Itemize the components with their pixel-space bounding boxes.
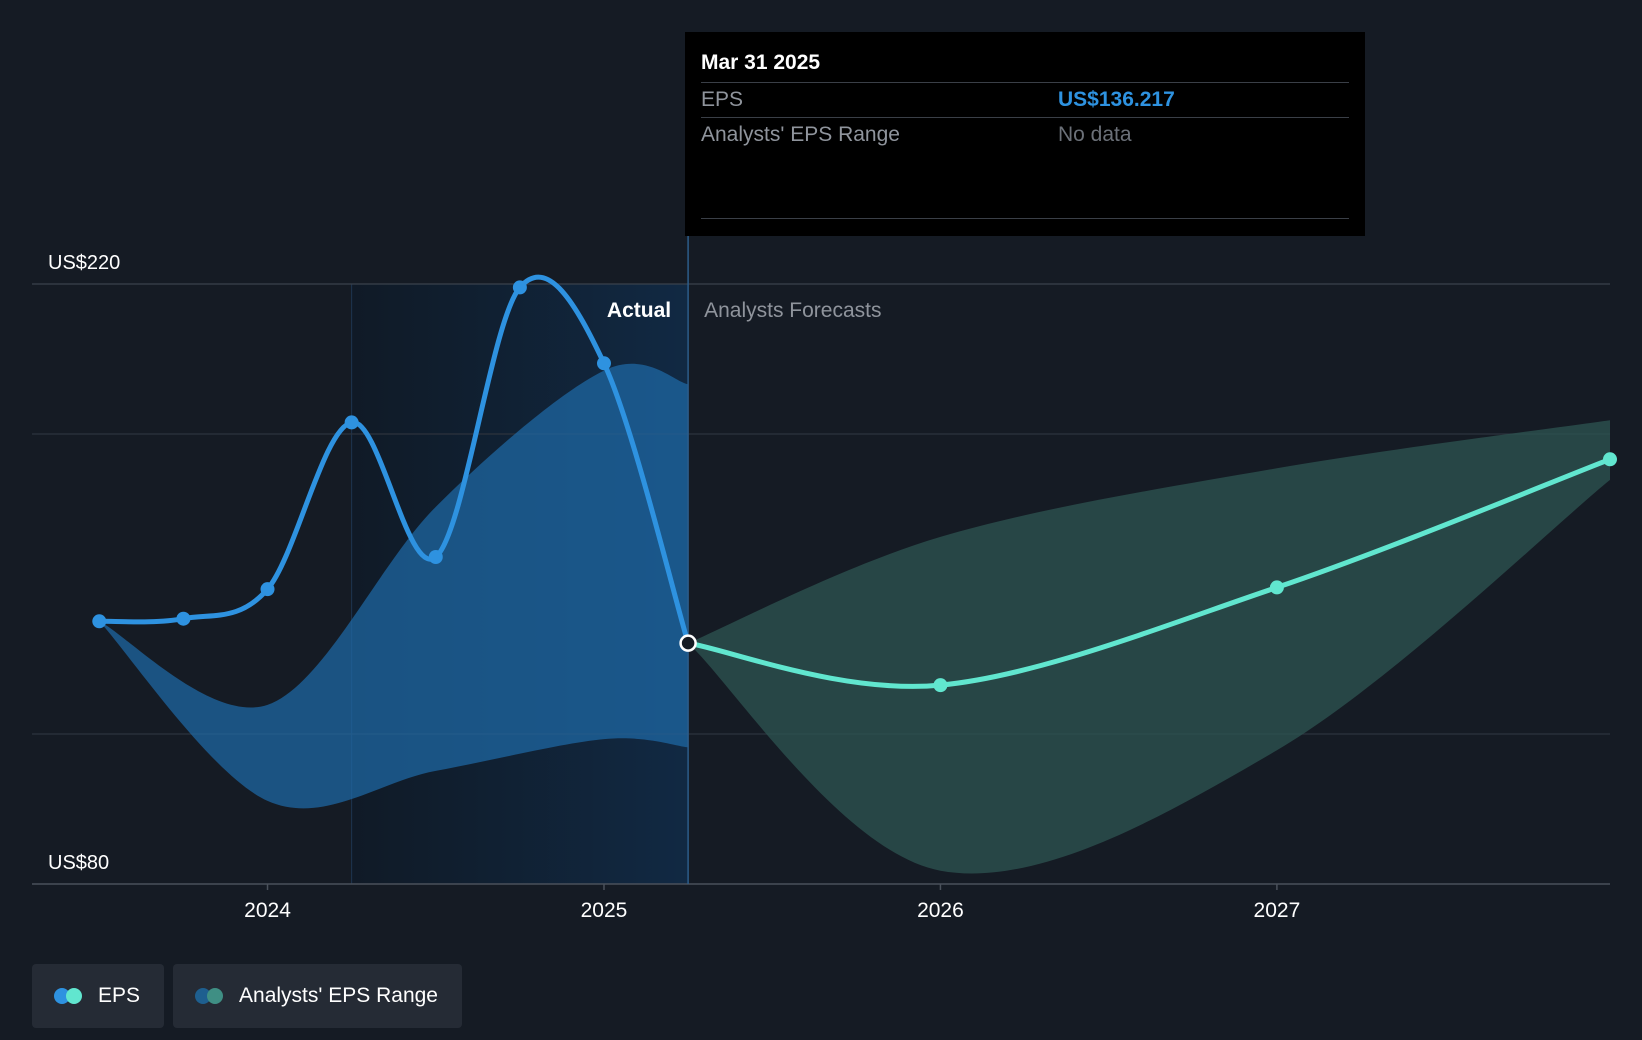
eps-range-bands (99, 363, 1610, 874)
eps-forecast-line (685, 456, 1613, 689)
eps-point (428, 550, 443, 564)
tooltip-date: Mar 31 2025 (701, 51, 821, 74)
y-axis-label-top: US$220 (48, 252, 120, 274)
tooltip-divider (701, 218, 1349, 219)
tooltip-row-range: Analysts' EPS Range No data (701, 117, 1349, 152)
eps-legend-icon (54, 988, 84, 1004)
legend-label-eps-range: Analysts' EPS Range (239, 984, 438, 1007)
eps-range-band-forecast (688, 420, 1610, 874)
x-tick-label: 2024 (244, 899, 291, 922)
x-tick-label: 2025 (581, 899, 628, 922)
eps-point (1603, 452, 1617, 467)
actual-region-label: Actual (607, 299, 671, 322)
eps-range-legend-icon (195, 988, 225, 1004)
eps-point (933, 678, 948, 693)
legend-item-eps-range[interactable]: Analysts' EPS Range (173, 964, 462, 1028)
x-tick-label: 2026 (917, 899, 964, 922)
eps-point (512, 280, 527, 295)
chart-legend: EPS Analysts' EPS Range (32, 964, 462, 1028)
eps-point (596, 356, 611, 371)
eps-point (260, 582, 275, 597)
tooltip-eps-label: EPS (701, 88, 744, 111)
x-axis-ticks: 2024 2025 2026 2027 (244, 884, 1300, 922)
x-tick-label: 2027 (1254, 899, 1301, 922)
eps-point (176, 611, 191, 626)
legend-item-eps[interactable]: EPS (32, 964, 165, 1028)
eps-point (92, 614, 107, 629)
tooltip-eps-value: US$136.217 (1058, 88, 1175, 111)
tooltip-range-value: No data (1058, 123, 1132, 146)
y-axis-label-bottom: US$80 (48, 852, 109, 874)
legend-label-eps: EPS (98, 984, 141, 1007)
forecast-region-label: Analysts Forecasts (704, 299, 881, 322)
tooltip-range-label: Analysts' EPS Range (701, 123, 900, 146)
tooltip-row-eps: EPS US$136.217 (701, 82, 1349, 117)
eps-range-band-actual (99, 363, 689, 809)
eps-point (1269, 580, 1284, 595)
hover-tooltip: Mar 31 2025 EPS US$136.217 Analysts' EPS… (685, 32, 1365, 236)
eps-point-hovered (679, 634, 697, 652)
eps-points (92, 280, 1617, 693)
eps-point (344, 415, 359, 430)
